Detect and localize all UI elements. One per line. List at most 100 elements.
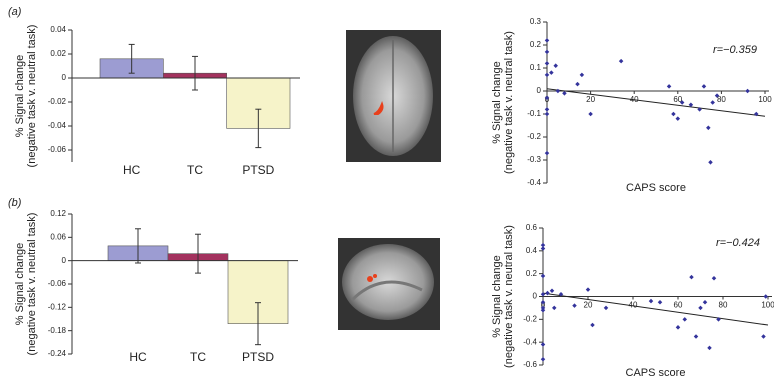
point: [658, 300, 663, 305]
annotation: r=−0.424: [716, 237, 760, 249]
point: [545, 291, 550, 296]
point: [698, 306, 703, 311]
y-tick-label: 0.4: [526, 246, 538, 255]
y-axis-label: % Signal change: [14, 243, 26, 326]
point: [586, 287, 591, 292]
y-axis-label: % Signal change: [491, 61, 503, 144]
point: [545, 107, 550, 112]
point: [682, 317, 687, 322]
point: [550, 289, 555, 294]
panel-label: (a): [8, 6, 22, 18]
y-tick-label: 0: [62, 73, 67, 82]
point: [545, 73, 550, 78]
point: [575, 82, 580, 87]
point: [761, 334, 766, 339]
y-tick-label: -0.06: [48, 145, 67, 154]
category-label: HC: [129, 350, 147, 364]
annotation: r=−0.359: [713, 44, 757, 56]
point: [604, 306, 609, 311]
x-tick-label: 100: [758, 95, 772, 104]
point: [552, 306, 557, 311]
y-tick-label: 0.06: [50, 232, 66, 241]
point: [712, 276, 717, 281]
point: [545, 50, 550, 55]
point: [541, 246, 546, 251]
y-tick-label: 0.6: [526, 223, 538, 232]
y-tick-label: 0.2: [526, 269, 538, 278]
x-axis-label: CAPS score: [626, 182, 686, 194]
point: [667, 84, 672, 89]
point: [676, 325, 681, 330]
point: [694, 334, 699, 339]
point: [689, 275, 694, 280]
point: [562, 91, 567, 96]
point: [708, 160, 713, 165]
point: [703, 300, 708, 305]
y-axis-label: % Signal change: [491, 255, 503, 338]
y-tick-label: 0.2: [530, 40, 542, 49]
x-tick-label: 20: [584, 301, 593, 310]
category-label: TC: [187, 163, 203, 177]
panel-label: (b): [8, 197, 22, 209]
y-tick-label: 0: [62, 256, 67, 265]
point: [707, 346, 712, 351]
point: [572, 303, 577, 308]
y-tick-label: 0.3: [530, 17, 542, 26]
y-tick-label: -0.4: [527, 178, 541, 187]
point: [541, 292, 546, 297]
fit-line: [543, 293, 768, 325]
y-tick-label: 0.04: [50, 25, 66, 34]
y-tick-label: 0: [537, 86, 542, 95]
y-tick-label: -0.12: [48, 302, 67, 311]
point: [545, 61, 550, 66]
point: [545, 112, 550, 117]
point: [676, 116, 681, 121]
y-axis-label: (negative task v. neutral task): [26, 25, 38, 168]
point: [541, 274, 546, 279]
figure: % Signal change(negative task v. neutral…: [0, 0, 774, 384]
point: [745, 89, 750, 94]
page: % Signal change(negative task v. neutral…: [0, 0, 774, 384]
y-tick-label: 0.1: [530, 63, 542, 72]
point: [549, 70, 554, 75]
y-axis-label: (negative task v. neutral task): [503, 225, 515, 368]
x-tick-label: 20: [586, 95, 595, 104]
y-tick-label: -0.1: [527, 109, 541, 118]
point: [702, 84, 707, 89]
y-tick-label: 0.12: [50, 209, 66, 218]
point: [553, 63, 558, 68]
x-tick-label: 60: [674, 301, 683, 310]
y-tick-label: -0.2: [527, 132, 541, 141]
point: [619, 59, 624, 64]
point: [590, 323, 595, 328]
x-tick-label: 100: [761, 301, 774, 310]
y-tick-label: -0.2: [523, 314, 537, 323]
y-tick-label: -0.6: [523, 360, 537, 369]
point: [541, 342, 546, 347]
y-axis-label: (negative task v. neutral task): [503, 31, 515, 174]
y-tick-label: -0.06: [48, 279, 67, 288]
y-tick-label: 0: [533, 292, 538, 301]
brain-image-sagittal: [338, 238, 440, 330]
y-tick-label: -0.18: [48, 326, 67, 335]
point: [541, 357, 546, 362]
brain-image-axial: [346, 30, 441, 162]
point: [545, 38, 550, 43]
y-axis-label: % Signal change: [14, 55, 26, 138]
point: [580, 73, 585, 78]
point: [671, 112, 676, 117]
point: [649, 299, 654, 304]
category-label: PTSD: [242, 350, 274, 364]
y-tick-label: -0.4: [523, 337, 537, 346]
category-label: PTSD: [242, 163, 274, 177]
category-label: HC: [123, 163, 141, 177]
y-tick-label: -0.02: [48, 97, 67, 106]
fit-line: [547, 89, 765, 117]
x-tick-label: 80: [719, 301, 728, 310]
point: [545, 151, 550, 156]
point: [706, 126, 711, 131]
y-tick-label: -0.04: [48, 121, 67, 130]
point: [588, 112, 593, 117]
point: [763, 294, 768, 299]
x-axis-label: CAPS score: [626, 367, 686, 379]
